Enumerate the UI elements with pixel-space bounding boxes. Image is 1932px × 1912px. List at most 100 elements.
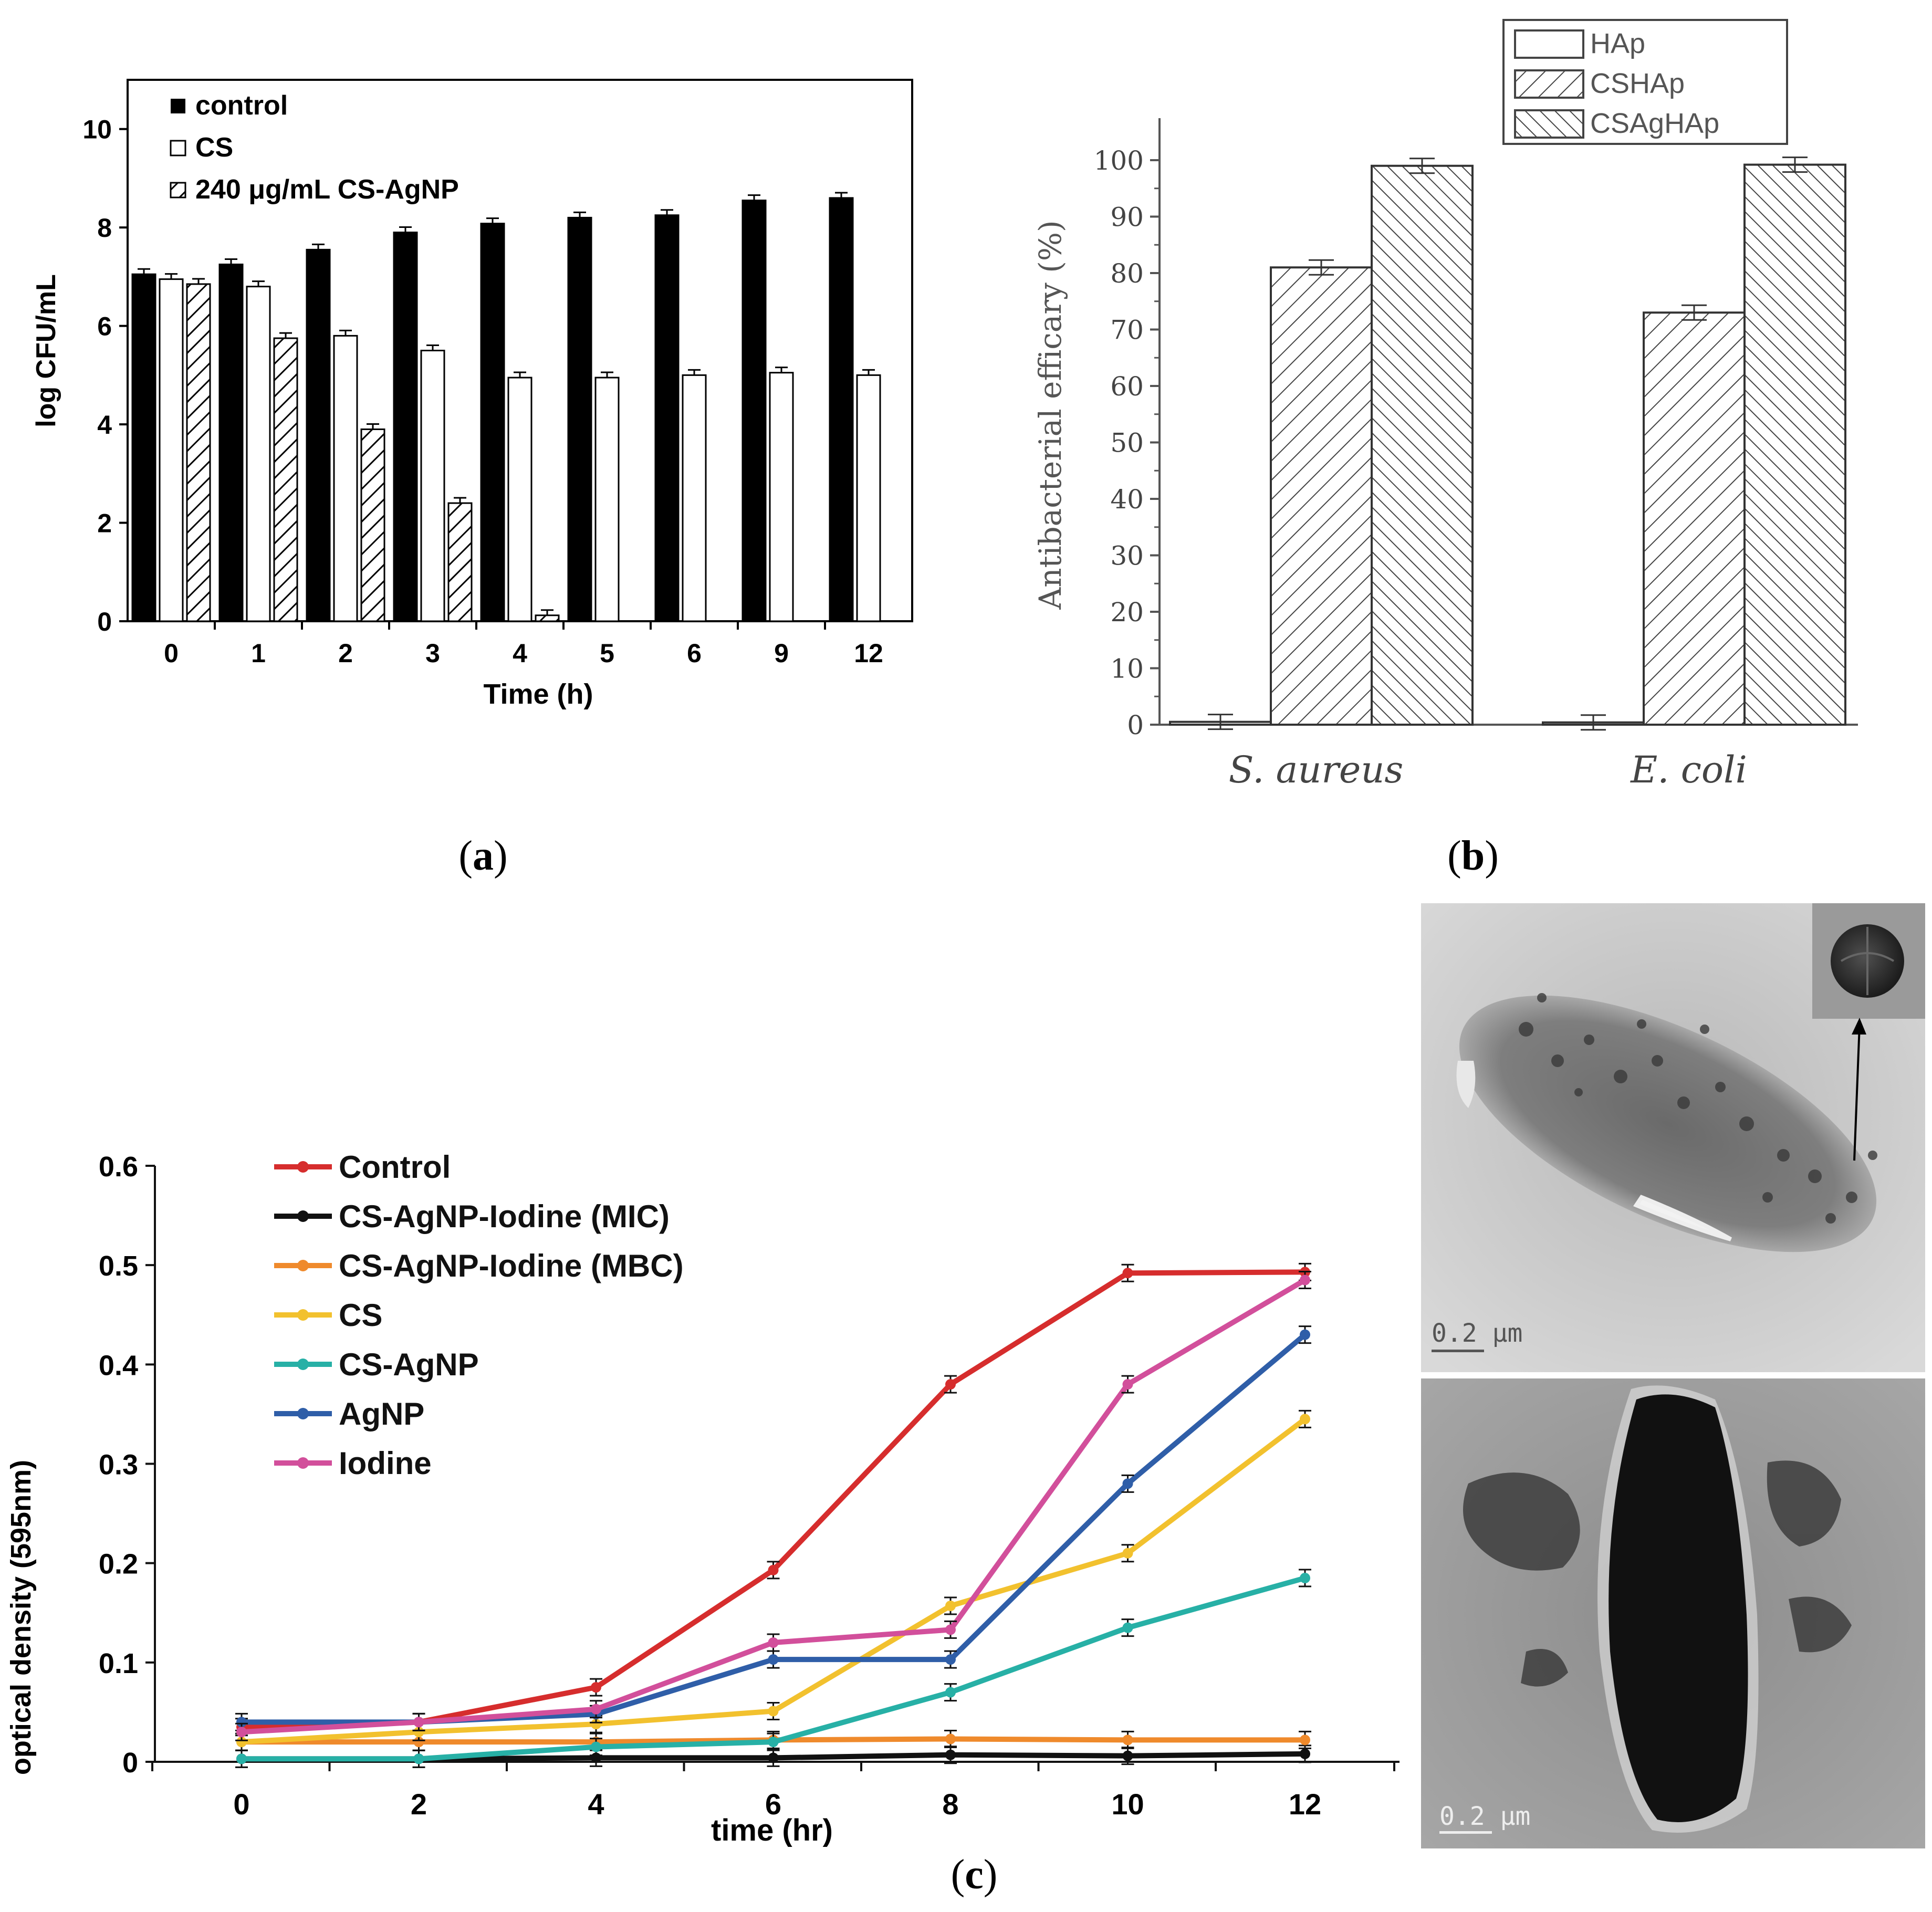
x-tick-label: 6 — [765, 1788, 781, 1821]
point-cs-agnp-iodine-mbc- — [1300, 1735, 1310, 1746]
y-tick-label: 10 — [1110, 654, 1144, 684]
legend-label: CS-AgNP-Iodine (MIC) — [339, 1199, 670, 1234]
legend-label: AgNP — [339, 1396, 424, 1432]
legend: Control CS-AgNP-Iodine (MIC) CS-AgNP-Iodin… — [274, 1150, 684, 1481]
point-iodine — [236, 1727, 247, 1738]
panel-label-b: (b) — [1447, 833, 1499, 879]
point-cs-agnp — [768, 1737, 779, 1748]
point-agnp — [1122, 1478, 1133, 1489]
legend-label-control: control — [195, 90, 288, 121]
scale-bar — [1432, 1350, 1484, 1352]
legend-swatch-hap — [1514, 29, 1584, 59]
legend-marker — [297, 1359, 309, 1370]
point-cs-agnp — [236, 1753, 247, 1764]
point-cs-agnp — [413, 1753, 424, 1764]
point-agnp — [945, 1654, 956, 1665]
point-cs — [413, 1727, 424, 1738]
y-tick-label: 40 — [1110, 484, 1144, 515]
legend-label: CS-AgNP — [339, 1347, 479, 1382]
bar-cs — [682, 374, 707, 622]
point-cs-agnp-iodine-mic- — [1300, 1748, 1310, 1759]
y-tick-label: 0 — [122, 1747, 138, 1779]
x-tick-label: 6 — [687, 639, 702, 668]
y-tick-label: 60 — [1110, 371, 1144, 402]
legend: control CS 240 μg/mL CS-AgNP — [170, 90, 459, 205]
legend-swatch-control — [171, 99, 185, 113]
y-axis-title: Antibacterial efficary (%) — [1032, 220, 1068, 610]
bar-control — [654, 214, 680, 622]
point-cs-agnp — [1300, 1573, 1310, 1584]
chart-c: 0 0.1 0.2 0.3 0.4 0.5 0.6 0 2 4 6 8 10 12 Control CS-A… — [5, 1150, 1400, 1847]
bar-cs — [420, 350, 445, 622]
bar-cs — [333, 335, 358, 622]
point-control — [1122, 1268, 1133, 1279]
bar-control — [480, 223, 505, 622]
legend-label: Iodine — [339, 1446, 432, 1481]
y-tick-label: 90 — [1110, 202, 1144, 233]
point-agnp — [236, 1717, 247, 1728]
point-cs-agnp-iodine-mic- — [945, 1749, 956, 1760]
point-cs — [1122, 1548, 1133, 1559]
y-tick-label: 0.6 — [99, 1151, 138, 1183]
bar-240-g-ml-cs-agnp — [535, 614, 560, 622]
bar-240-g-ml-cs-agnp — [360, 428, 385, 622]
x-tick-label: 9 — [774, 639, 789, 668]
legend-marker — [297, 1161, 309, 1173]
point-cs — [1300, 1414, 1310, 1425]
point-control — [945, 1379, 956, 1390]
legend-swatch-cs — [170, 140, 186, 156]
legend-swatch-cshap — [1514, 69, 1584, 99]
legend-marker — [297, 1210, 309, 1222]
legend-swatch-agnp — [170, 182, 186, 198]
x-tick-label: 5 — [600, 639, 614, 668]
x-tick-label: 12 — [854, 639, 883, 668]
bar-cs — [769, 372, 794, 622]
bar-cs — [159, 278, 184, 622]
point-cs-agnp — [1122, 1622, 1133, 1633]
bar-control — [306, 248, 331, 622]
bar-cs — [507, 377, 532, 622]
y-tick-label: 0.4 — [99, 1350, 138, 1381]
x-tick-label: 12 — [1289, 1788, 1321, 1821]
legend-swatch-csaghap — [1514, 109, 1584, 139]
tem-image-bottom: 0.2 μm — [1421, 1378, 1925, 1848]
bar-cshap — [1270, 266, 1373, 726]
y-tick-label: 20 — [1110, 597, 1144, 628]
y-tick-label: 0.5 — [99, 1250, 138, 1282]
legend-label: Control — [339, 1150, 451, 1185]
bar-control — [567, 216, 592, 622]
x-tick-label: 2 — [411, 1788, 427, 1821]
point-cs — [768, 1706, 779, 1717]
point-cs-agnp-iodine-mbc- — [1122, 1735, 1133, 1746]
inset-arrow — [1853, 1025, 1861, 1161]
legend-label: CS-AgNP-Iodine (MBC) — [339, 1248, 684, 1283]
bar-control — [829, 197, 854, 622]
legend-label-csaghap: CSAgHAp — [1590, 108, 1719, 139]
legend-marker — [297, 1408, 309, 1419]
x-tick-label: 8 — [942, 1788, 958, 1821]
y-tick-label: 0.3 — [99, 1449, 138, 1481]
x-tick-label: 4 — [588, 1788, 604, 1821]
point-iodine — [413, 1717, 424, 1728]
point-cs-agnp — [591, 1741, 601, 1752]
point-agnp — [768, 1654, 779, 1665]
point-cs-agnp-iodine-mbc- — [413, 1737, 424, 1748]
bar-control — [131, 273, 156, 622]
point-iodine — [1122, 1379, 1133, 1390]
point-cs-agnp — [945, 1687, 956, 1698]
x-tick-label: 1 — [251, 639, 266, 668]
legend-label-agnp: 240 μg/mL CS-AgNP — [195, 174, 459, 205]
point-cs-agnp-iodine-mic- — [768, 1752, 779, 1763]
bar-cs — [594, 377, 620, 622]
bacterial-cell — [1609, 1394, 1748, 1822]
x-axis-title: Time (h) — [483, 678, 593, 710]
bar-cshap — [1643, 311, 1746, 726]
point-iodine — [768, 1637, 779, 1648]
bar-240-g-ml-cs-agnp — [273, 337, 298, 622]
y-tick-label: 2 — [97, 509, 112, 538]
scale-bar — [1439, 1831, 1492, 1834]
bar-control — [393, 232, 418, 622]
point-control — [591, 1682, 601, 1693]
legend-marker — [297, 1260, 309, 1271]
